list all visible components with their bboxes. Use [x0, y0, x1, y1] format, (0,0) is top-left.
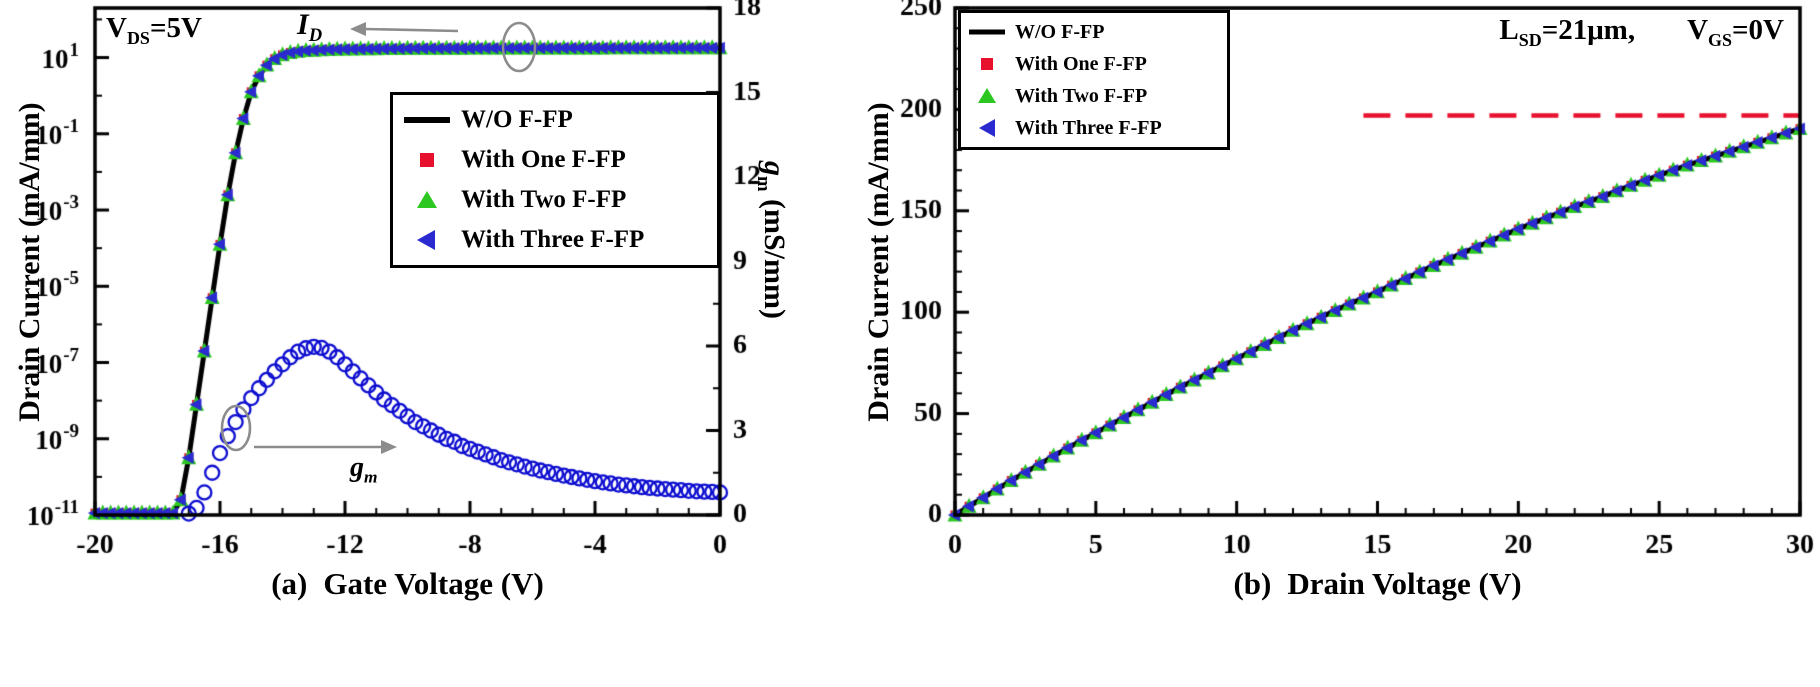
legend-box-a: W/O F-FP With One F-FP With Two F-FP Wit…	[390, 92, 720, 268]
x-axis-title-b: (b) Drain Voltage (V)	[1233, 566, 1522, 601]
square-marker-icon	[981, 58, 993, 70]
legend-label: With Three F-FP	[461, 226, 645, 253]
id-curve-label: ID	[297, 8, 323, 46]
left-y-axis-title-a: Drain Current (mA/mm)	[13, 102, 46, 422]
legend-item-two-ffp: With Two F-FP	[401, 180, 709, 220]
triangle-left-marker-icon	[979, 119, 995, 137]
legend-item-one-ffp: With One F-FP	[401, 140, 709, 180]
vgs-annotation: VGS=0V	[1687, 14, 1784, 50]
legend-item-three-ffp: With Three F-FP	[401, 220, 709, 260]
gm-curve-label: gm	[350, 452, 378, 487]
panel-tag: (a)	[271, 566, 308, 601]
legend-label: W/O F-FP	[1015, 20, 1105, 43]
legend-item-wo-ffp: W/O F-FP	[967, 16, 1221, 48]
legend-box-b: W/O F-FP With One F-FP With Two F-FP Wit…	[958, 10, 1230, 150]
triangle-up-marker-icon	[417, 191, 437, 208]
panel-tag: (b)	[1233, 566, 1272, 601]
legend-label: With Two F-FP	[461, 186, 627, 213]
legend-item-wo-ffp: W/O F-FP	[401, 100, 709, 140]
legend-label: With One F-FP	[461, 146, 626, 173]
panel-a-transfer-characteristics: VDS=5V ID gm W/O F-FP With One F-FP With…	[0, 0, 800, 687]
left-y-axis-title-b: Drain Current (mA/mm)	[862, 102, 895, 422]
line-marker-icon	[404, 117, 450, 123]
panel-b-output-characteristics: LSD=21μm, VGS=0V W/O F-FP With One F-FP …	[800, 0, 1820, 687]
legend-item-one-ffp: With One F-FP	[967, 48, 1221, 80]
triangle-up-marker-icon	[978, 88, 996, 103]
lsd-annotation: LSD=21μm,	[1499, 14, 1636, 50]
legend-label: W/O F-FP	[461, 106, 573, 133]
line-marker-icon	[969, 29, 1005, 35]
triangle-left-marker-icon	[417, 230, 435, 250]
legend-item-two-ffp: With Two F-FP	[967, 80, 1221, 112]
x-axis-title-a: (a) Gate Voltage (V)	[271, 566, 544, 601]
right-y-axis-title-a: gm (mS/mm)	[753, 161, 791, 319]
vds-annotation: VDS=5V	[106, 12, 202, 48]
legend-item-three-ffp: With Three F-FP	[967, 112, 1221, 144]
legend-label: With Two F-FP	[1015, 84, 1148, 107]
bias-annotation: LSD=21μm, VGS=0V	[1499, 14, 1784, 51]
square-marker-icon	[420, 153, 434, 167]
legend-label: With Three F-FP	[1015, 116, 1162, 139]
legend-label: With One F-FP	[1015, 52, 1147, 75]
